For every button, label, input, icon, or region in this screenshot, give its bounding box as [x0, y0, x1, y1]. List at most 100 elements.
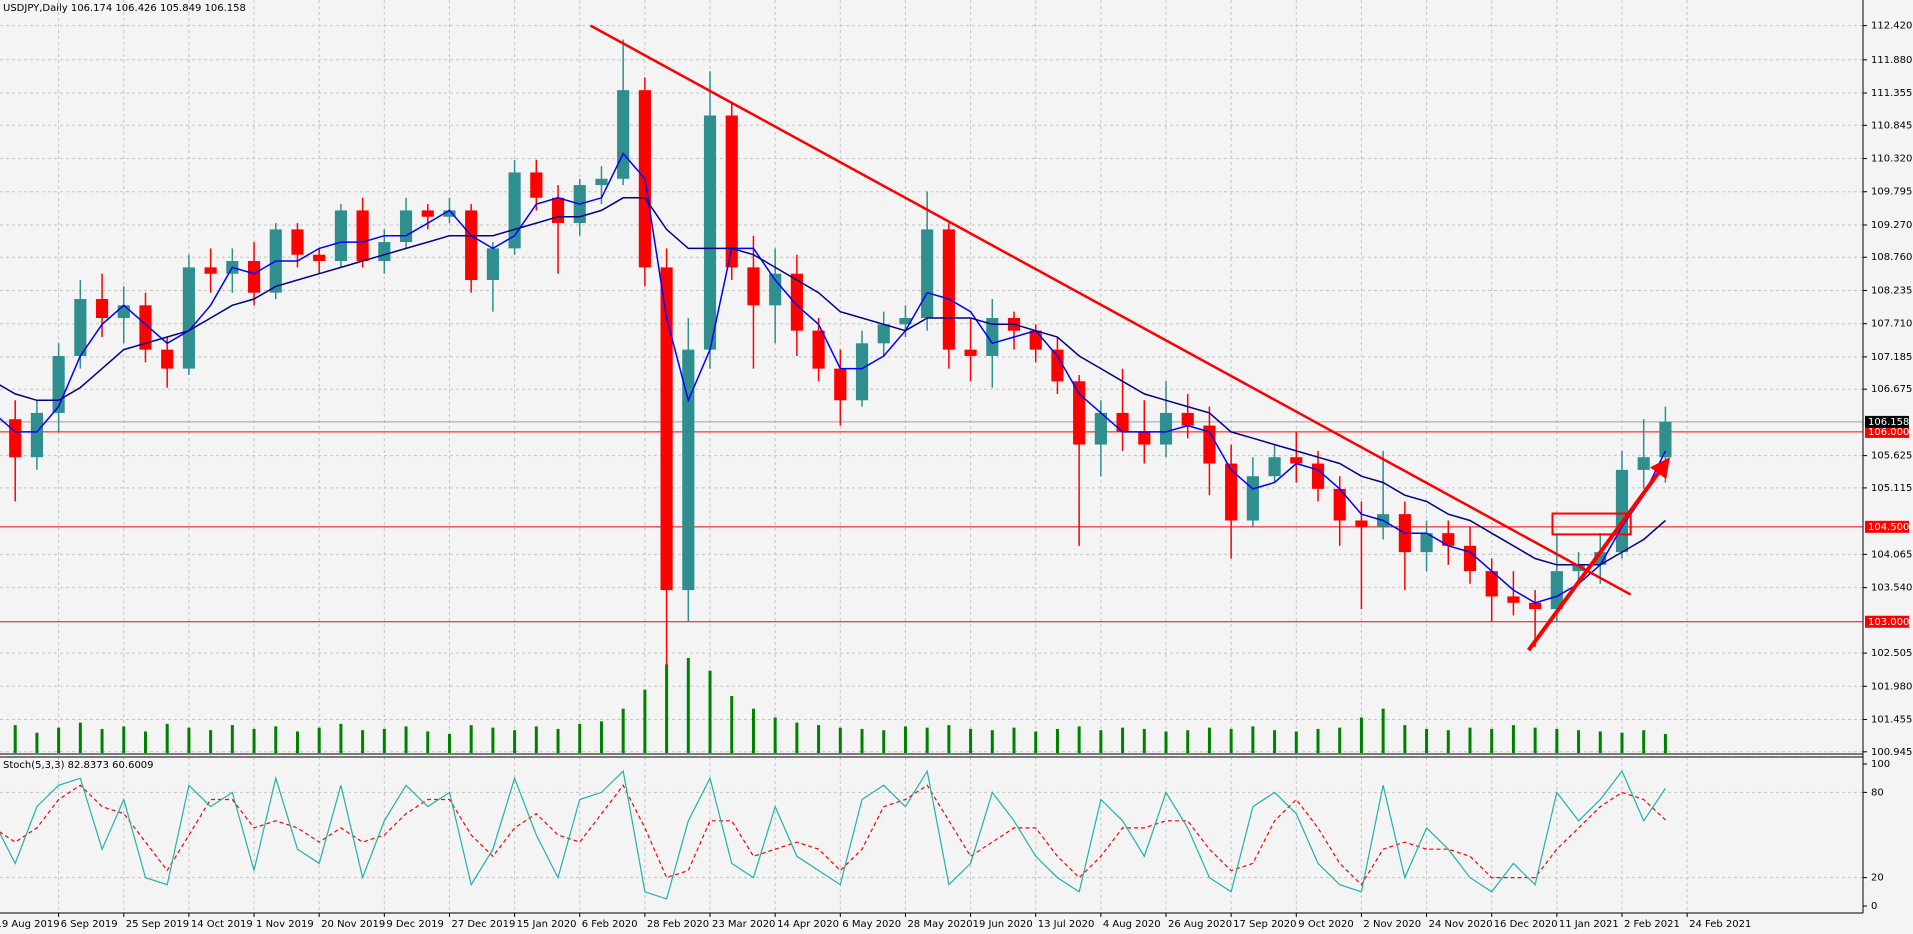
volume-bar	[1034, 731, 1038, 753]
candle-body	[1268, 457, 1281, 477]
x-tick-label: 9 Dec 2019	[386, 919, 444, 930]
y-tick-label: 110.845	[1871, 120, 1912, 131]
y-tick-label: 105.115	[1871, 483, 1912, 494]
candle-body	[465, 210, 478, 281]
volume-bar	[404, 726, 408, 753]
volume-bar	[100, 728, 104, 753]
candle-body	[1442, 533, 1455, 546]
volume-bar	[578, 723, 582, 753]
y-tick-label: 112.420	[1871, 21, 1912, 32]
x-tick-label: 26 Aug 2020	[1168, 919, 1232, 930]
candle-body	[1550, 571, 1563, 610]
volume-bar	[491, 727, 495, 753]
candle-body	[1073, 381, 1086, 445]
volume-bar	[751, 708, 755, 753]
y-tick-label: 104.065	[1871, 549, 1912, 560]
level-tag-label: 104.500	[1868, 522, 1909, 533]
volume-bar	[165, 723, 169, 753]
candle-body	[1138, 431, 1151, 445]
candle-body	[334, 210, 347, 262]
candle-body	[9, 419, 22, 458]
y-tick-label: 111.355	[1871, 88, 1912, 99]
candle-body	[1290, 457, 1303, 464]
volume-bar	[686, 658, 690, 753]
volume-bar	[773, 717, 777, 753]
trendline	[1527, 457, 1670, 652]
volume-bar	[708, 670, 712, 753]
volume-bar	[621, 708, 625, 753]
candle-body	[1572, 564, 1585, 572]
candle-body	[595, 178, 608, 186]
volume-bar	[1099, 730, 1103, 753]
candle-body	[1615, 469, 1629, 553]
candle-body	[1246, 476, 1259, 521]
volume-bar	[1620, 732, 1624, 753]
volume-bar	[665, 664, 669, 753]
candle-body	[617, 90, 630, 179]
candle-body	[1181, 412, 1194, 426]
candle-body	[74, 299, 87, 356]
volume-bar	[643, 689, 647, 753]
candle-body	[1529, 602, 1542, 610]
x-tick-label: 1 Nov 2019	[256, 919, 314, 930]
candle-body	[660, 267, 673, 591]
candle-body	[1355, 520, 1368, 527]
candle-body	[1637, 457, 1650, 470]
level-tag	[1865, 425, 1909, 438]
indicator-title: Stoch(5,3,3) 82.8373 60.6009	[3, 760, 154, 771]
y-tick-label: 105.625	[1871, 451, 1912, 462]
candle-body	[855, 343, 869, 401]
candle-body	[1225, 463, 1238, 521]
volume-bar	[556, 728, 560, 753]
candle-body	[204, 267, 217, 274]
volume-bar	[1273, 730, 1277, 753]
candle-body	[530, 172, 543, 198]
trendline	[590, 24, 1632, 596]
volume-bar	[252, 728, 256, 753]
y-tick-label: 109.795	[1871, 187, 1912, 198]
volume-bar	[947, 725, 951, 753]
candle-body	[161, 349, 174, 369]
candle-body	[790, 273, 803, 331]
volume-bar	[230, 725, 234, 753]
y-tick-label: 108.760	[1871, 252, 1912, 263]
volume-bar	[1077, 726, 1081, 753]
axes-layer: 112.420 111.880 111.355 110.845 110.320 109.7…	[0, 21, 1912, 930]
volume-bar	[295, 731, 299, 753]
level-tag	[1865, 615, 1909, 628]
candle-body	[508, 172, 521, 249]
volume-bar	[882, 730, 886, 753]
candle-body	[1463, 545, 1477, 572]
volume-bar	[1490, 728, 1494, 753]
volume-bar	[122, 726, 126, 753]
x-tick-label: 25 Sep 2019	[126, 919, 189, 930]
volume-bar	[1468, 727, 1472, 753]
current-price-tag	[1865, 415, 1909, 428]
candle-body	[769, 273, 782, 306]
volume-bar	[513, 730, 517, 753]
volume-bar	[1055, 728, 1059, 753]
volume-bar	[1164, 731, 1168, 753]
moving-average	[0, 197, 1666, 566]
candle-body	[986, 317, 999, 356]
x-tick-label: 14 Apr 2020	[777, 919, 839, 930]
y-tick-label: 111.880	[1871, 55, 1912, 66]
volume-bar	[730, 696, 734, 753]
volume-bar	[534, 726, 538, 753]
volume-bar	[1598, 731, 1602, 753]
y-tick-label: 100	[1871, 759, 1890, 770]
x-tick-label: 28 Feb 2020	[647, 919, 709, 930]
level-tag-label: 106.000	[1868, 427, 1909, 438]
volume-bar	[1403, 725, 1407, 753]
y-tick-label: 109.270	[1871, 220, 1912, 231]
volume-bar	[1663, 734, 1667, 753]
level-tag-label: 103.000	[1868, 617, 1909, 628]
candle-body	[812, 330, 825, 369]
x-tick-label: 13 Jul 2020	[1038, 919, 1095, 930]
volume-bar	[1338, 727, 1342, 753]
candle-body	[117, 305, 130, 318]
y-tick-label: 107.710	[1871, 319, 1912, 330]
level-tag	[1865, 520, 1909, 533]
volume-bar	[13, 725, 17, 753]
volume-bar	[317, 727, 321, 753]
